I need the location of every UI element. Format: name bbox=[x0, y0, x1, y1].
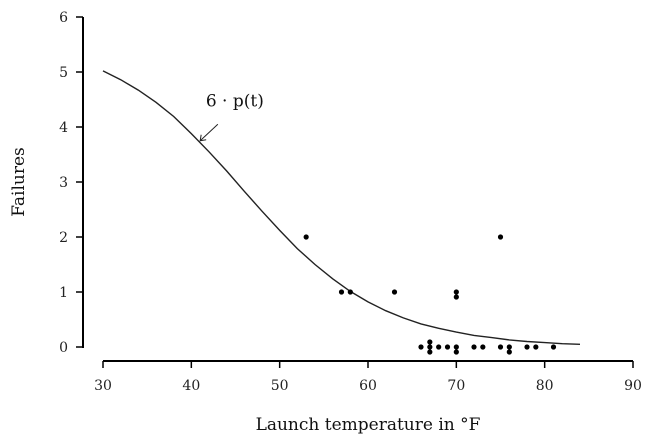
annotation-arrowhead bbox=[199, 134, 207, 142]
x-tick-label: 70 bbox=[447, 378, 465, 394]
x-axis-label: Launch temperature in °F bbox=[256, 415, 481, 435]
curve-annotation: 6 · p(t) bbox=[199, 91, 264, 142]
y-tick-label: 3 bbox=[59, 175, 68, 191]
x-tick-label: 50 bbox=[271, 378, 289, 394]
data-point bbox=[427, 339, 433, 345]
data-point bbox=[506, 349, 512, 355]
data-point bbox=[453, 344, 459, 350]
y-tick-label: 4 bbox=[59, 120, 68, 136]
data-point bbox=[338, 289, 345, 295]
y-tick-label: 0 bbox=[59, 340, 68, 356]
y-ticks: 0 1 2 3 4 5 6 bbox=[59, 10, 83, 356]
y-tick-label: 1 bbox=[59, 285, 68, 301]
x-tick-label: 40 bbox=[182, 378, 200, 394]
y-axis-label: Failures bbox=[9, 147, 29, 217]
data-point bbox=[524, 344, 530, 350]
y-tick-label: 6 bbox=[59, 10, 68, 26]
data-point bbox=[550, 344, 557, 350]
y-tick-label: 5 bbox=[59, 65, 68, 81]
data-point bbox=[453, 289, 459, 295]
curve-annotation-label: 6 · p(t) bbox=[206, 91, 264, 111]
data-point bbox=[303, 234, 309, 240]
data-point bbox=[436, 344, 442, 350]
data-point bbox=[347, 289, 353, 295]
x-ticks: 30 40 50 60 70 80 90 bbox=[94, 361, 642, 394]
y-tick-label: 2 bbox=[59, 230, 68, 246]
data-point bbox=[453, 294, 459, 300]
data-point bbox=[480, 344, 486, 350]
data-point bbox=[497, 234, 504, 240]
x-tick-label: 80 bbox=[536, 378, 554, 394]
x-tick-label: 60 bbox=[359, 378, 377, 394]
data-point bbox=[471, 344, 477, 350]
fit-curve bbox=[102, 70, 581, 345]
data-point bbox=[533, 344, 539, 350]
data-points bbox=[303, 234, 557, 355]
data-point bbox=[427, 344, 433, 350]
data-point bbox=[427, 349, 433, 355]
data-point bbox=[444, 344, 451, 350]
x-tick-label: 90 bbox=[624, 378, 642, 394]
data-point bbox=[418, 344, 424, 350]
x-tick-label: 30 bbox=[94, 378, 112, 394]
data-point bbox=[497, 344, 504, 350]
annotation-arrow bbox=[199, 123, 219, 142]
data-point bbox=[506, 344, 512, 350]
data-point bbox=[391, 289, 398, 295]
data-point bbox=[453, 349, 459, 355]
